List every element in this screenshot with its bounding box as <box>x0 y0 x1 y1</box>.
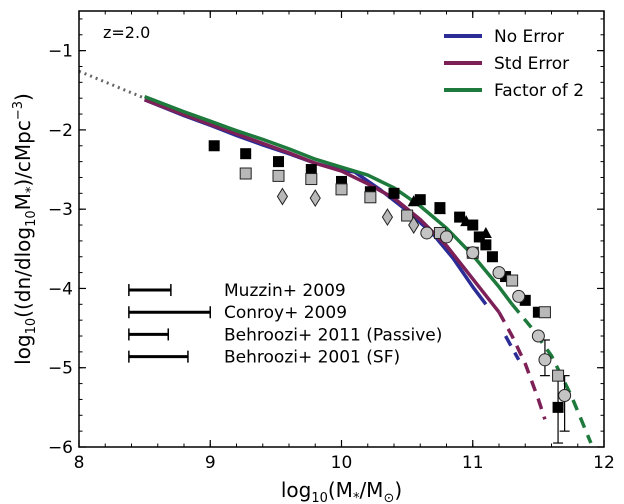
data-point-square-gray <box>364 191 377 204</box>
data-point-square <box>473 231 485 243</box>
x-axis-label-part: * <box>353 491 360 504</box>
legend-label: Std Error <box>494 54 569 74</box>
data-point-square-gray <box>506 274 519 287</box>
x-tick-label: 8 <box>74 453 85 473</box>
y-axis-label-part: ((dn/dlog <box>11 227 35 318</box>
data-point-circle <box>531 329 545 343</box>
data-point-circle <box>492 266 506 280</box>
x-axis-label-part: (M <box>328 478 353 502</box>
data-point-square <box>208 140 220 152</box>
x-tick-label: 9 <box>205 453 216 473</box>
data-point-square <box>388 187 400 199</box>
observed-data-points <box>208 140 572 444</box>
x-axis-label-part: /M <box>359 478 383 502</box>
data-point-circle <box>512 289 526 303</box>
series-dashed-factor-of-2 <box>510 303 593 444</box>
x-axis-label: log10(M*/M⊙) <box>281 478 402 504</box>
systematic-label: Behroozi+ 2001 (SF) <box>224 348 400 368</box>
x-axis-label-part: log <box>281 478 312 502</box>
low-mass-extrapolation <box>78 69 146 100</box>
data-point-square <box>273 156 284 168</box>
legend-label: No Error <box>494 27 564 47</box>
data-point-square <box>552 401 564 413</box>
y-tick-label: −6 <box>48 438 73 458</box>
data-point-square-gray <box>552 369 565 382</box>
x-axis-label-part: ) <box>394 478 402 502</box>
systematic-label: Behroozi+ 2011 (Passive) <box>224 325 442 345</box>
data-point-circle <box>440 230 453 244</box>
data-point-triangle <box>433 203 446 215</box>
data-point-square <box>486 251 498 263</box>
data-point-square-gray <box>305 173 318 186</box>
data-point-circle <box>538 353 552 367</box>
data-point-circle <box>558 388 572 402</box>
y-axis-label-part: 10 <box>24 210 39 227</box>
series-dashed-std-error <box>497 311 547 420</box>
data-point-square <box>467 219 479 231</box>
y-axis-label-part: ) <box>11 93 35 101</box>
data-point-triangle <box>479 226 492 238</box>
systematic-label: Muzzin+ 2009 <box>224 281 346 301</box>
y-tick-label: −4 <box>48 279 73 299</box>
plot-frame <box>78 10 605 448</box>
y-tick-label: −5 <box>48 359 73 379</box>
data-point-square <box>519 294 531 306</box>
x-axis-label-part: 10 <box>311 491 328 504</box>
legend: No Error Std Error Factor of 2 <box>444 27 584 101</box>
data-point-square <box>240 148 252 160</box>
data-point-square <box>414 194 426 206</box>
y-axis-label-part: log <box>11 334 35 365</box>
data-point-square-gray <box>239 167 252 180</box>
legend-label: Factor of 2 <box>494 81 584 101</box>
y-tick-label: −1 <box>48 42 73 62</box>
series-line-factor-of-2 <box>143 94 514 306</box>
y-axis-label-part: * <box>24 186 39 193</box>
y-tick-label: −2 <box>48 121 73 141</box>
data-point-square <box>500 271 512 283</box>
y-tick-label: −3 <box>48 200 73 220</box>
data-point-triangle <box>460 215 473 227</box>
data-point-square-gray <box>401 209 414 222</box>
axis-ticks: 8 9 10 11 12 −1 −2 −3 −4 −5 −6 <box>48 11 615 473</box>
y-axis-label-part: M <box>11 193 35 210</box>
x-axis-label-part: ⊙ <box>383 491 394 504</box>
data-point-diamond <box>276 187 289 206</box>
data-point-diamond <box>309 189 321 208</box>
series-dashed-no-error <box>504 335 521 361</box>
data-point-circle <box>420 226 434 240</box>
systematic-label: Conroy+ 2009 <box>224 303 347 323</box>
data-point-triangle <box>407 195 420 207</box>
data-point-square <box>454 211 466 223</box>
x-tick-label: 12 <box>593 453 615 473</box>
y-axis-label-part: )/cMpc <box>11 120 35 186</box>
x-tick-label: 11 <box>462 453 484 473</box>
data-point-square-gray <box>335 183 348 196</box>
data-point-diamond <box>408 216 420 234</box>
data-point-circle <box>466 246 480 260</box>
data-point-square <box>532 306 544 318</box>
y-axis-label-part: −3 <box>11 101 26 120</box>
redshift-annotation: z=2.0 <box>103 23 150 42</box>
y-axis-label-part: 10 <box>24 318 39 335</box>
model-curves <box>78 69 593 444</box>
data-point-square <box>336 175 347 187</box>
data-point-square <box>480 239 492 251</box>
data-point-square <box>305 164 317 176</box>
data-point-square-gray <box>272 169 285 182</box>
data-point-square-gray <box>538 306 551 319</box>
x-tick-label: 10 <box>331 453 353 473</box>
y-axis-label: log10((dn/dlog10M*)/cMpc−3) <box>11 93 39 365</box>
data-point-diamond <box>381 208 394 227</box>
